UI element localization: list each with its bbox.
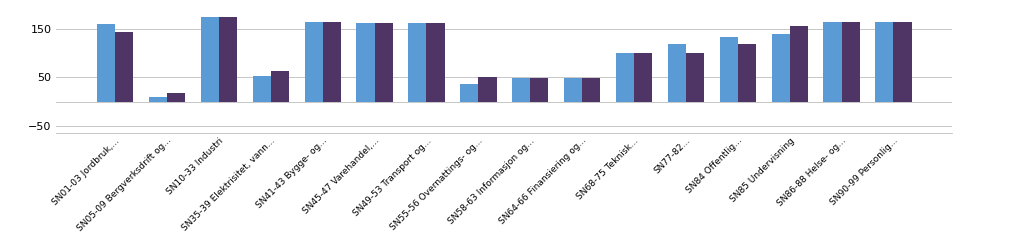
Bar bbox=[720, 37, 737, 102]
Bar bbox=[375, 23, 393, 102]
Bar bbox=[167, 93, 185, 102]
Bar bbox=[271, 71, 289, 102]
Bar bbox=[304, 22, 323, 102]
Bar bbox=[478, 77, 497, 102]
Bar bbox=[737, 44, 756, 102]
Bar bbox=[771, 34, 790, 102]
Bar bbox=[668, 44, 686, 102]
Bar bbox=[615, 53, 634, 102]
Bar bbox=[219, 17, 238, 102]
Bar bbox=[460, 84, 478, 102]
Bar bbox=[823, 22, 842, 102]
Bar bbox=[530, 78, 549, 102]
Bar bbox=[893, 22, 911, 102]
Bar bbox=[427, 23, 444, 102]
Bar bbox=[323, 22, 341, 102]
Bar bbox=[634, 53, 652, 102]
Bar bbox=[512, 78, 530, 102]
Bar bbox=[253, 76, 271, 102]
Bar bbox=[842, 22, 860, 102]
Bar bbox=[201, 17, 219, 102]
Bar bbox=[564, 78, 582, 102]
Bar bbox=[876, 22, 893, 102]
Bar bbox=[148, 97, 167, 102]
Bar bbox=[356, 23, 375, 102]
Bar bbox=[409, 23, 427, 102]
Bar bbox=[582, 78, 600, 102]
Bar bbox=[686, 53, 705, 102]
Bar bbox=[97, 24, 116, 102]
Bar bbox=[790, 26, 808, 102]
Bar bbox=[116, 32, 133, 102]
